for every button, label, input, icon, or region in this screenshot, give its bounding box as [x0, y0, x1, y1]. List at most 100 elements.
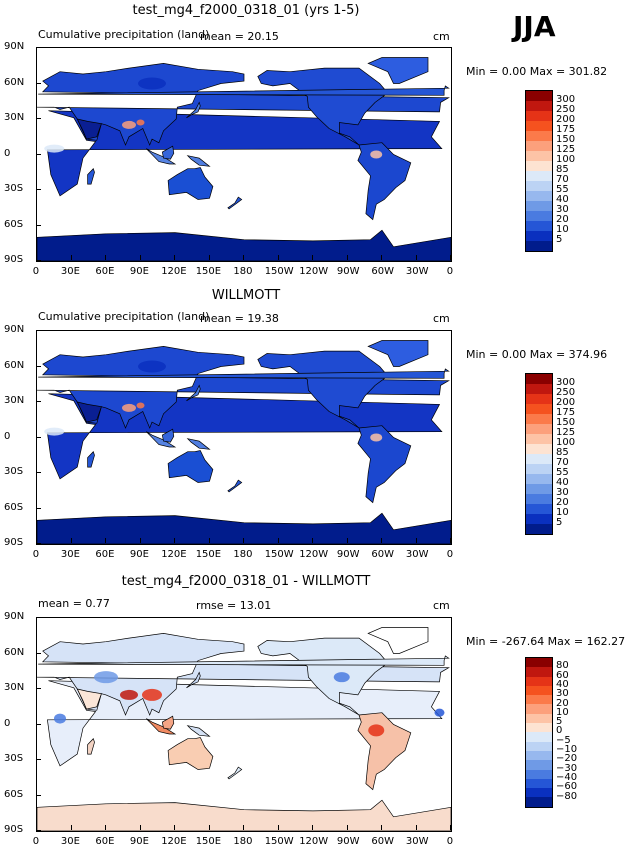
colorbar-label: 30 — [556, 487, 569, 498]
panel-min-max: Min = 0.00 Max = 374.96 — [466, 348, 608, 361]
colorbar-label: −30 — [556, 762, 578, 774]
colorbar-label: 300 — [556, 377, 576, 388]
panel-units: cm — [433, 599, 450, 612]
colorbar-label: 40 — [556, 477, 569, 488]
lon-tick-label: 30W — [405, 266, 429, 277]
lon-tick-mark — [450, 255, 451, 260]
colorbar-segment — [526, 111, 552, 121]
panel-units: cm — [433, 30, 450, 43]
landmass-madagascar — [87, 451, 95, 468]
lat-tick-label: 60N — [4, 76, 25, 88]
landmass-arabia — [76, 688, 102, 710]
panel-statistic: mean = 19.38 — [200, 312, 279, 325]
colorbar-label: 250 — [556, 387, 576, 398]
colorbar-label: −40 — [556, 771, 578, 783]
lat-tick-mark — [36, 723, 41, 725]
panel-title: test_mg4_f2000_0318_01 - WILLMOTT — [121, 574, 371, 589]
lon-tick-mark — [277, 538, 279, 543]
lon-tick-label: 30E — [60, 836, 80, 847]
lat-tick-label: 30N — [4, 395, 25, 406]
lon-tick-label: 30W — [405, 836, 429, 847]
precip-anomaly-patch — [44, 427, 65, 436]
lon-tick-mark — [70, 825, 72, 830]
colorbar-segment — [526, 685, 552, 696]
colorbar-label: 20 — [556, 497, 569, 508]
lon-tick-label: 0 — [32, 836, 40, 847]
lon-tick-mark — [346, 538, 348, 543]
colorbar-label: 10 — [556, 507, 569, 518]
colorbar-segment — [526, 778, 552, 789]
lon-tick-label: 60E — [95, 549, 115, 560]
lon-tick-mark — [208, 825, 210, 830]
landmass-guinea — [186, 155, 211, 167]
colorbar-label: 200 — [556, 114, 576, 125]
lat-tick-label: 0 — [4, 147, 11, 159]
lat-tick-label: 30S — [4, 183, 24, 194]
panel-statistic: mean = 20.15 — [200, 30, 279, 43]
lat-tick-label: 90S — [4, 537, 24, 548]
precip-anomaly-patch — [368, 724, 385, 737]
colorbar-label: 100 — [556, 437, 576, 448]
lon-tick-mark — [312, 825, 313, 830]
precip-anomaly-patch — [136, 119, 145, 126]
colorbar-segment — [526, 769, 552, 779]
landmass-uk — [38, 655, 450, 666]
lat-tick-label: 90N — [4, 324, 25, 335]
landmass-south-america — [357, 142, 412, 221]
world-map — [36, 330, 452, 545]
lat-tick-label: 60N — [4, 646, 25, 658]
colorbar-label: 300 — [556, 94, 576, 105]
landmass-japan — [186, 671, 201, 689]
lat-tick-label: 30N — [4, 112, 25, 123]
landmass-south-america — [357, 712, 412, 791]
precip-anomaly-patch — [138, 360, 166, 373]
lat-tick-label: 60N — [4, 359, 25, 371]
precip-anomaly-patch — [370, 433, 383, 442]
colorbar-label: 250 — [556, 104, 576, 115]
map-canvas — [37, 340, 451, 544]
lon-tick-mark — [174, 255, 175, 260]
colorbar-segment — [526, 121, 552, 131]
lon-tick-mark — [243, 825, 244, 830]
lon-tick-mark — [381, 538, 382, 543]
lon-tick-mark — [346, 825, 348, 830]
colorbar-segment — [526, 732, 552, 742]
landmass-australia — [167, 737, 214, 770]
lat-tick-mark — [36, 688, 41, 689]
colorbar-label: 20 — [556, 697, 569, 709]
lon-tick-label: 0 — [32, 549, 40, 560]
colorbar-label: −80 — [556, 790, 578, 802]
precip-anomaly-patch — [142, 688, 162, 701]
landmass-indonesia — [146, 148, 177, 165]
precip-anomaly-patch — [138, 77, 166, 90]
lon-tick-label: 150E — [195, 549, 222, 560]
colorbar-segment — [526, 201, 552, 211]
lat-tick-mark — [36, 436, 41, 438]
colorbar-segment — [526, 211, 552, 221]
panel-title: WILLMOTT — [211, 288, 281, 303]
lon-tick-label: 0 — [446, 266, 454, 277]
lon-tick-label: 60E — [95, 266, 115, 277]
colorbar-label: 40 — [556, 678, 569, 690]
colorbar-segment — [526, 221, 552, 231]
colorbar-segment — [526, 464, 552, 474]
colorbar-segment — [526, 667, 552, 677]
lat-tick-mark — [36, 260, 41, 261]
colorbar-segment — [526, 131, 552, 141]
lat-tick-mark — [36, 330, 41, 331]
colorbar-label: 175 — [556, 407, 576, 418]
colorbar-label: 70 — [556, 457, 569, 468]
lon-tick-label: 150E — [195, 266, 222, 277]
lat-tick-label: 60S — [4, 788, 24, 800]
landmass-indonesia — [146, 718, 177, 735]
precip-anomaly-patch — [122, 120, 136, 129]
lon-tick-label: 120W — [299, 549, 329, 560]
lat-tick-label: 0 — [4, 717, 11, 729]
colorbar-label: 5 — [556, 234, 563, 245]
lon-tick-mark — [450, 825, 451, 830]
lon-tick-mark — [36, 255, 37, 260]
colorbar-label: 200 — [556, 397, 576, 408]
lon-tick-label: 90W — [336, 266, 360, 277]
lon-tick-label: 120E — [161, 836, 187, 847]
landmass-arabia — [76, 118, 102, 140]
